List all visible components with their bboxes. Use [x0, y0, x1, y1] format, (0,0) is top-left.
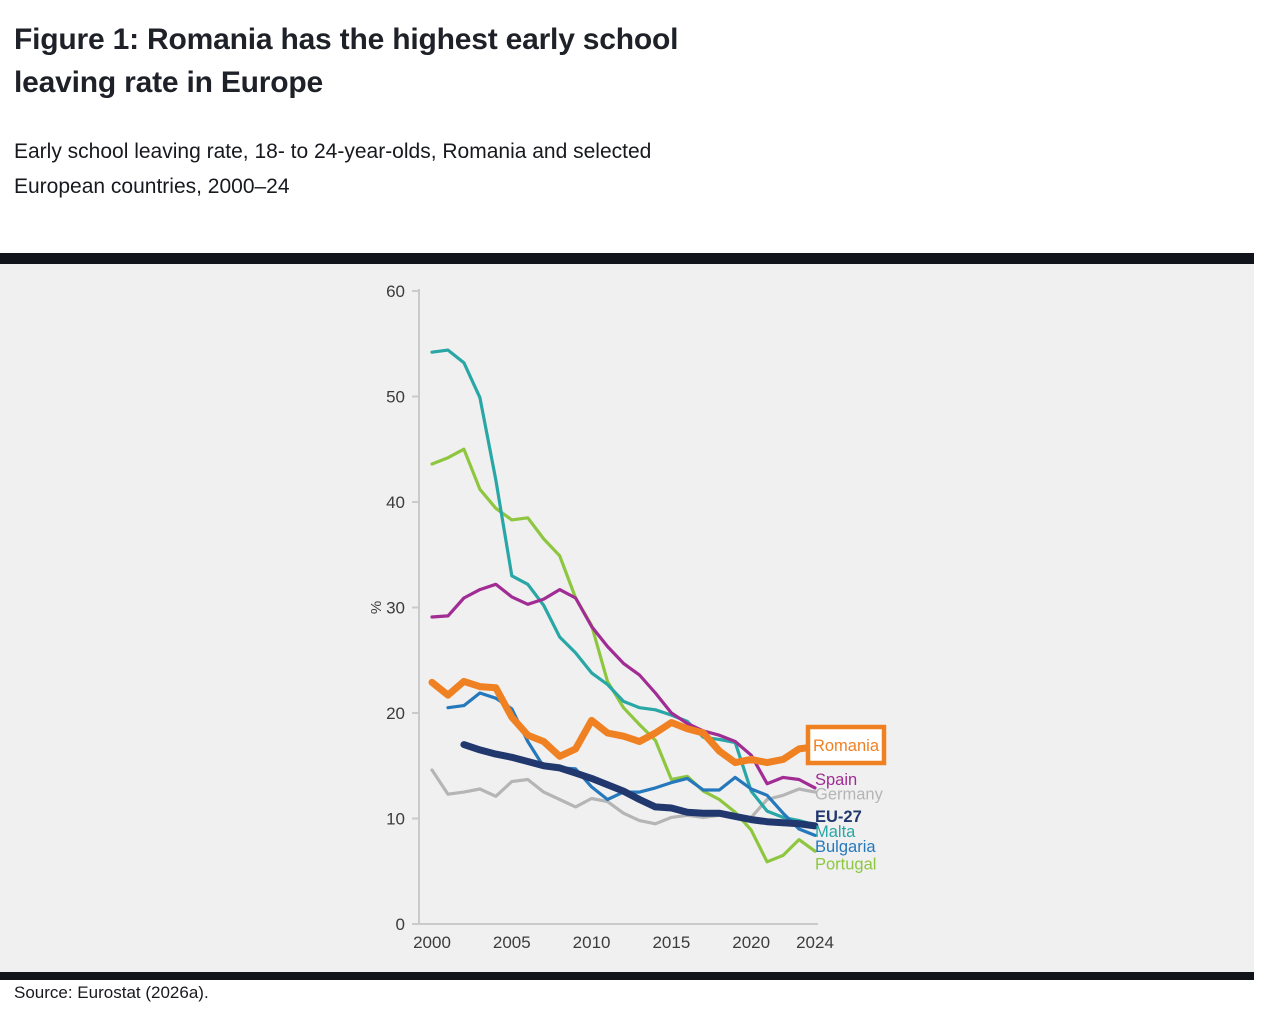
line-chart: 0 10 20 30 40 50 60% 2000 2005 2010 2015 2020 2024 Ge… — [368, 282, 887, 952]
series-line-eu27 — [460, 741, 819, 830]
y-tick-label: 0 — [396, 915, 405, 934]
series-line-portugal — [430, 447, 817, 864]
x-tick-label: 2000 — [413, 933, 451, 952]
series-label-spain: Spain — [815, 771, 857, 789]
top-divider-bar — [0, 253, 1254, 264]
y-tick-label: 10 — [386, 810, 405, 829]
y-axis-unit-label: % — [368, 601, 385, 614]
figure-subtitle: Early school leaving rate, 18- to 24-yea… — [14, 134, 874, 204]
chart-panel: 0 10 20 30 40 50 60% 2000 2005 2010 2015 2020 2024 Ge… — [0, 264, 1254, 972]
y-tick-label: 60 — [386, 282, 405, 301]
series-label-portugal: Portugal — [815, 856, 876, 874]
series-label-romania: Romania — [813, 737, 880, 755]
series-label-eu27: EU-27 — [815, 808, 862, 826]
bottom-divider-bar — [0, 972, 1254, 980]
x-tick-label: 2020 — [732, 933, 770, 952]
series-label-bulgaria: Bulgaria — [815, 838, 876, 856]
series-line-malta — [430, 348, 817, 827]
figure-title: Figure 1: Romania has the highest early … — [14, 18, 914, 104]
x-tick-label: 2005 — [493, 933, 531, 952]
series-label-germany: Germany — [815, 786, 884, 804]
figure-title-line-1: Figure 1: Romania has the highest early … — [14, 23, 679, 56]
y-tick-label: 20 — [386, 704, 405, 723]
figure-subtitle-line-1: Early school leaving rate, 18- to 24-yea… — [14, 140, 652, 163]
figure-title-line-2: leaving rate in Europe — [14, 66, 324, 99]
figure-subtitle-line-2: European countries, 2000–24 — [14, 175, 290, 198]
series-label-malta: Malta — [815, 823, 856, 841]
y-tick-label: 40 — [386, 493, 405, 512]
x-tick-label: 2015 — [652, 933, 690, 952]
series-line-spain — [430, 582, 817, 790]
series-line-romania — [428, 677, 819, 767]
x-tick-label: 2010 — [573, 933, 611, 952]
y-tick-label: 50 — [386, 388, 405, 407]
series-label-box-romania — [805, 724, 887, 766]
source-note: Source: Eurostat (2026a). — [14, 983, 209, 1002]
x-tick-label: 2024 — [796, 933, 834, 952]
y-tick-label: 30 — [386, 599, 405, 618]
